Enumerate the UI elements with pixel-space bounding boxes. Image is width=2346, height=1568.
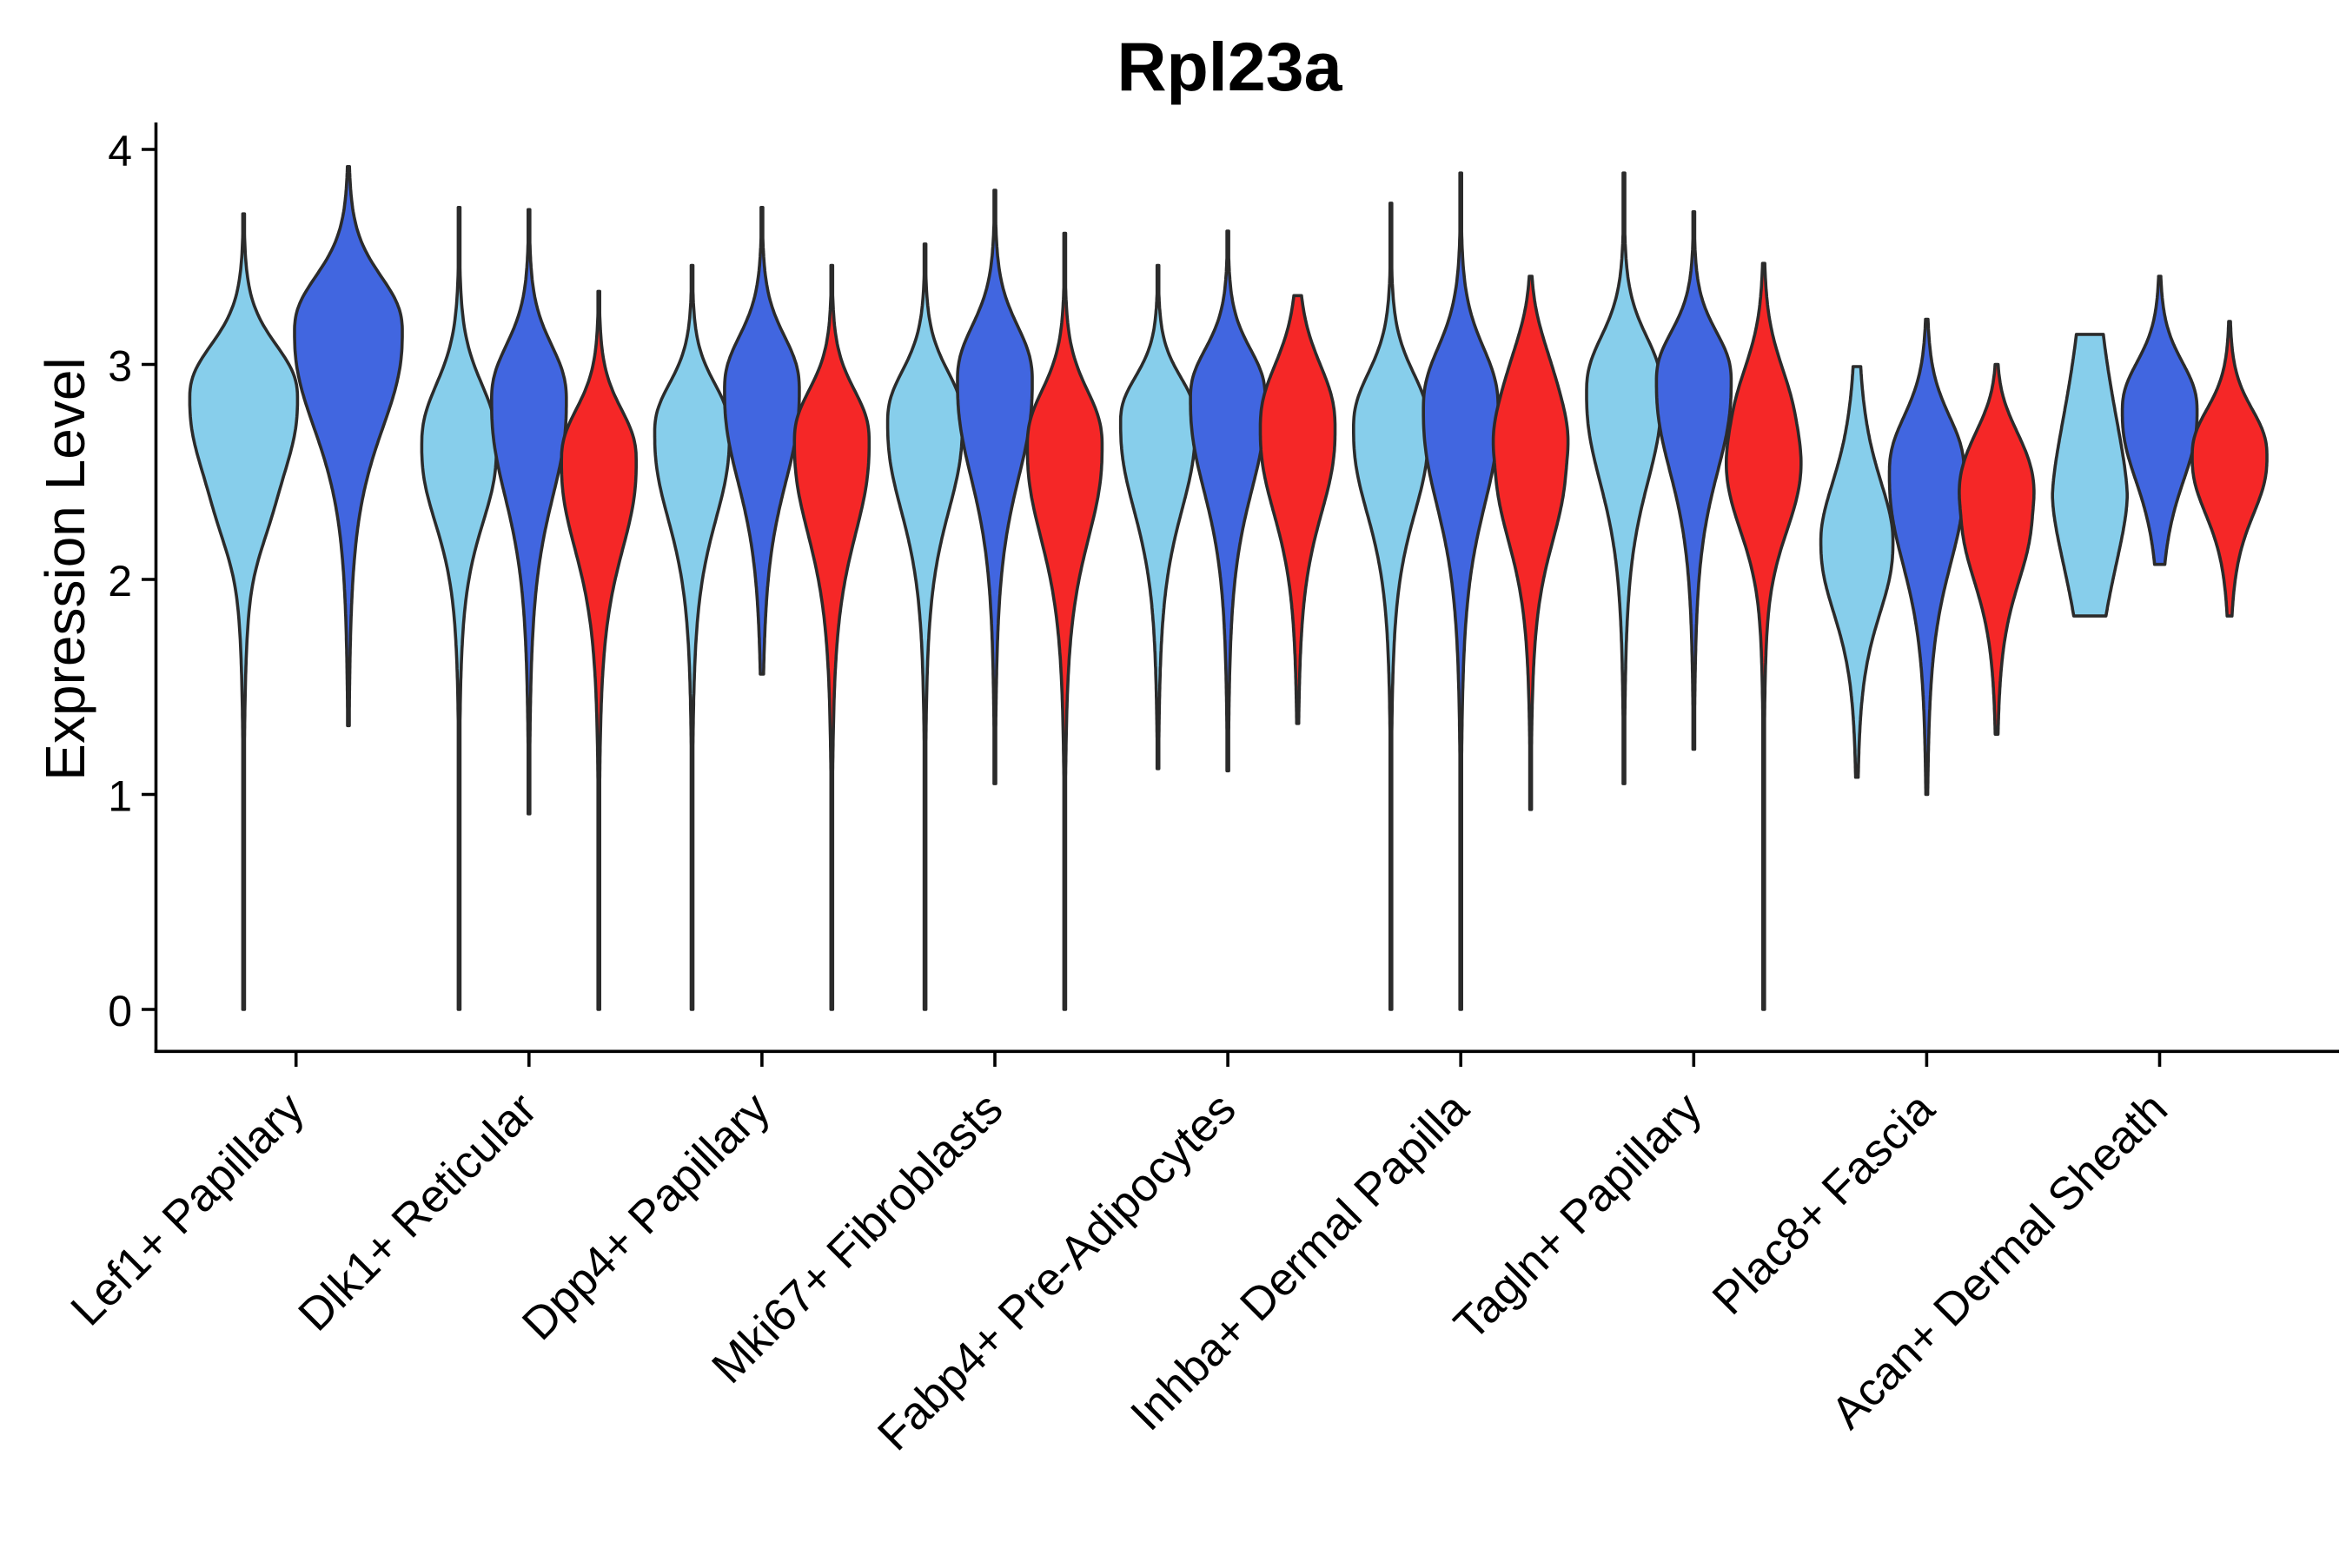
svg-text:0: 0	[108, 987, 132, 1035]
svg-text:1: 1	[108, 772, 132, 821]
svg-text:3: 3	[108, 342, 132, 391]
svg-text:2: 2	[108, 557, 132, 605]
svg-text:4: 4	[108, 127, 132, 175]
svg-text:Expression Level: Expression Level	[34, 357, 96, 780]
svg-text:Rpl23a: Rpl23a	[1117, 28, 1342, 105]
